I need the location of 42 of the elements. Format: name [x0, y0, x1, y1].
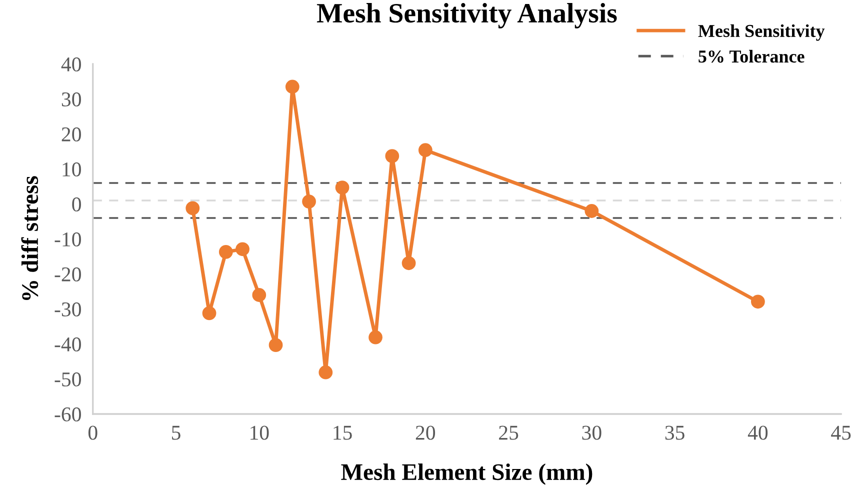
- y-tick-label: -50: [54, 372, 81, 386]
- y-tick-label: -60: [54, 407, 81, 422]
- x-tick-label: 20: [416, 426, 436, 440]
- y-tick-label: -30: [54, 302, 81, 316]
- x-tick-label: 25: [499, 426, 518, 440]
- point: [368, 330, 382, 344]
- point: [335, 180, 350, 194]
- point: [202, 306, 216, 320]
- y-tick-label: 40: [61, 57, 81, 72]
- x-tick-label: 35: [665, 426, 684, 440]
- point: [584, 204, 599, 218]
- point: [302, 194, 316, 208]
- point: [418, 143, 432, 158]
- chart-title: Mesh Sensitivity Analysis: [316, 3, 617, 28]
- y-tick-label: -20: [54, 267, 81, 282]
- y-tick-label: 0: [72, 197, 81, 212]
- x-tick-label: 45: [831, 426, 851, 440]
- point: [402, 256, 416, 270]
- y-tick-label: 20: [62, 127, 81, 142]
- legend-label: 5% Tolerance: [698, 50, 804, 63]
- point: [252, 288, 266, 302]
- point: [385, 149, 400, 163]
- x-tick-label: 0: [88, 426, 98, 440]
- x-tick-label: 10: [250, 426, 269, 440]
- y-tick-label: -40: [54, 337, 81, 352]
- y-axis-title: % diff stress: [21, 176, 38, 300]
- point: [285, 80, 300, 94]
- x-tick-label: 40: [748, 426, 768, 440]
- point: [236, 242, 250, 256]
- y-tick-label: 10: [62, 162, 81, 176]
- point: [218, 245, 233, 259]
- x-tick-label: 15: [334, 426, 352, 440]
- point: [751, 294, 765, 309]
- x-axis-title: Mesh Element Size (mm): [341, 463, 592, 485]
- point: [186, 201, 200, 216]
- point: [268, 338, 283, 352]
- legend-label: Mesh Sensitivity: [698, 24, 825, 41]
- y-tick-label: -10: [54, 232, 81, 246]
- y-tick-label: 30: [62, 92, 81, 106]
- x-tick-label: 30: [582, 426, 602, 440]
- x-tick-label: 5: [172, 426, 180, 440]
- point: [318, 365, 333, 380]
